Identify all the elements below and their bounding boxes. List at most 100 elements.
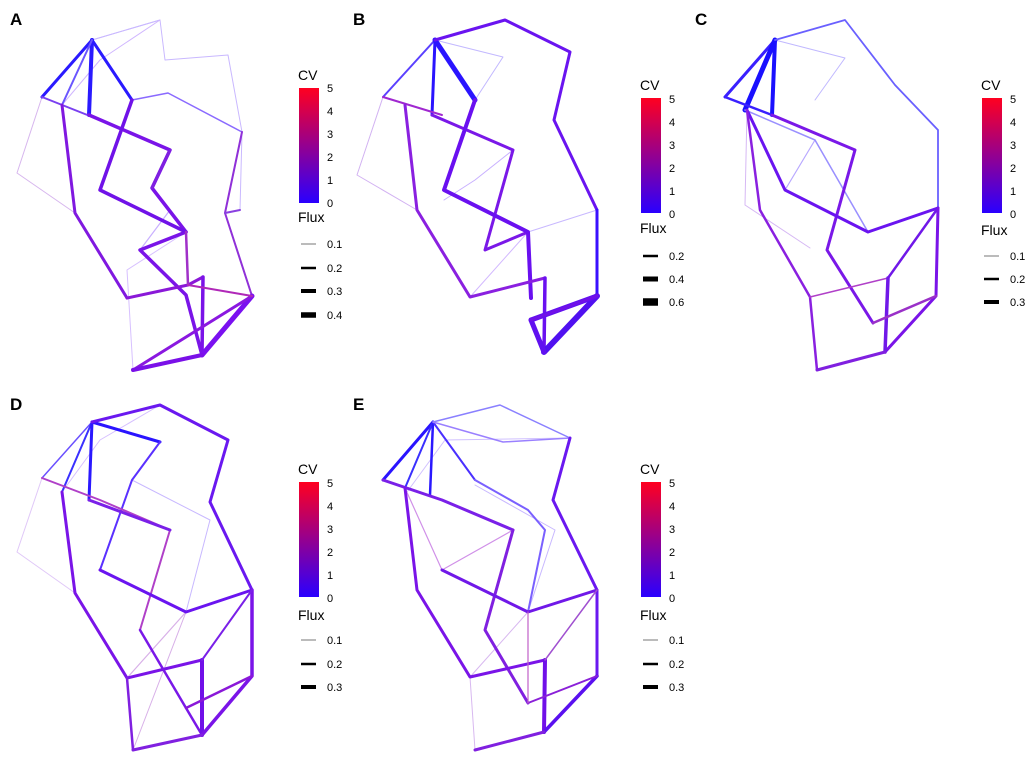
- network-edge: [41, 477, 171, 631]
- panel-letter: A: [10, 10, 23, 29]
- cv-colorbar: [299, 482, 319, 597]
- cv-legend-title: CV: [640, 461, 660, 477]
- cv-tick-label: 2: [669, 163, 675, 175]
- flux-tick-label: 0.6: [669, 297, 684, 309]
- network-edges: [356, 18, 600, 355]
- network-edge: [432, 404, 571, 439]
- flux-tick-label: 0.4: [669, 274, 684, 286]
- network-edge: [184, 230, 190, 287]
- network-edge: [774, 19, 939, 209]
- network-edge: [87, 420, 94, 502]
- network-edge: [98, 98, 188, 234]
- cv-tick-label: 2: [1010, 163, 1016, 175]
- network-edge: [474, 479, 546, 613]
- cv-colorbar: [641, 98, 661, 213]
- network-graph: [723, 19, 940, 372]
- flux-tick-label: 0.2: [327, 659, 342, 671]
- cv-tick-label: 5: [669, 478, 675, 490]
- legend: CV 0 1 2 3 4 5 Flux 0.1 0.2 0.3: [981, 77, 1025, 309]
- network-edge: [428, 420, 435, 497]
- network-edge: [16, 477, 76, 594]
- network-edge: [150, 148, 172, 190]
- network-edge: [723, 95, 774, 117]
- cv-legend-title: CV: [298, 461, 318, 477]
- cv-tick-label: 3: [327, 524, 333, 536]
- cv-tick-label: 0: [327, 593, 333, 605]
- flux-tick-label: 0.2: [327, 263, 342, 275]
- network-edge: [126, 231, 187, 371]
- legend: CV 0 1 2 3 4 5 Flux 0.2 0.4 0.6: [640, 77, 684, 309]
- network-edge: [41, 421, 93, 479]
- network-edge: [745, 108, 819, 372]
- network-edge: [60, 490, 204, 680]
- network-edge: [883, 276, 890, 354]
- network-edge: [125, 676, 135, 752]
- network-edge: [404, 421, 434, 489]
- network-edge: [774, 39, 846, 101]
- panel-letter: C: [695, 10, 708, 29]
- cv-tick-label: 2: [669, 547, 675, 559]
- network-edge: [544, 589, 598, 661]
- network-edge: [200, 275, 205, 357]
- network-edge: [381, 420, 435, 482]
- flux-tick-label: 0.3: [327, 286, 342, 298]
- network-edge: [131, 479, 211, 613]
- panel-letter: D: [10, 395, 23, 414]
- cv-tick-label: 2: [327, 547, 333, 559]
- panel-letter: B: [353, 10, 366, 29]
- network-edge: [527, 675, 598, 704]
- cv-tick-label: 0: [327, 198, 333, 210]
- network-edge: [469, 611, 529, 678]
- cv-tick-label: 5: [327, 83, 333, 95]
- network-edge: [723, 38, 777, 99]
- cv-tick-label: 5: [327, 478, 333, 490]
- network-edge: [542, 674, 599, 734]
- cv-tick-label: 0: [669, 593, 675, 605]
- legend: CV 0 1 2 3 4 5 Flux 0.1 0.2 0.3 0.4: [298, 67, 342, 322]
- cv-legend-title: CV: [298, 67, 318, 83]
- panel-a: A: [0, 0, 345, 380]
- network-edge: [16, 96, 76, 214]
- network-edge: [541, 293, 600, 355]
- network-edge: [184, 674, 254, 710]
- network-edges: [723, 19, 940, 372]
- network-edge: [382, 96, 443, 116]
- network-edge: [742, 37, 778, 113]
- network-edge: [381, 478, 515, 532]
- network-edge: [91, 19, 161, 41]
- network-edge: [201, 589, 253, 661]
- cv-tick-label: 3: [327, 129, 333, 141]
- network-edge: [529, 294, 599, 322]
- network-edge: [99, 441, 161, 571]
- cv-tick-label: 5: [1010, 94, 1016, 106]
- flux-tick-label: 0.2: [669, 659, 684, 671]
- network-edge: [90, 38, 134, 102]
- network-edge: [434, 39, 504, 101]
- panel-b: B: [345, 0, 690, 380]
- panel-e: E: [345, 380, 690, 758]
- network-edge: [469, 231, 529, 298]
- network-edge: [473, 730, 546, 752]
- cv-tick-label: 1: [669, 186, 675, 198]
- network-edge: [403, 103, 547, 299]
- cv-tick-label: 0: [1010, 209, 1016, 221]
- network-edge: [61, 421, 93, 493]
- legend: CV 0 1 2 3 4 5 Flux 0.1 0.2 0.3: [298, 461, 342, 694]
- network-graph: [381, 404, 599, 752]
- network-edge: [528, 317, 547, 355]
- flux-legend-title: Flux: [298, 607, 324, 623]
- network-edge: [551, 436, 599, 678]
- network-edge: [744, 109, 811, 249]
- flux-tick-label: 0.1: [669, 635, 684, 647]
- panel-d: D: [0, 380, 345, 758]
- network-edges: [381, 404, 599, 752]
- network-edge: [474, 484, 556, 613]
- network-edge: [132, 611, 187, 751]
- network-edge: [131, 294, 254, 372]
- network-edge: [469, 676, 476, 751]
- network-edge: [131, 92, 243, 133]
- cv-colorbar: [982, 98, 1002, 213]
- network-edge: [432, 37, 478, 103]
- network-edge: [382, 39, 436, 98]
- network-edge: [770, 38, 777, 117]
